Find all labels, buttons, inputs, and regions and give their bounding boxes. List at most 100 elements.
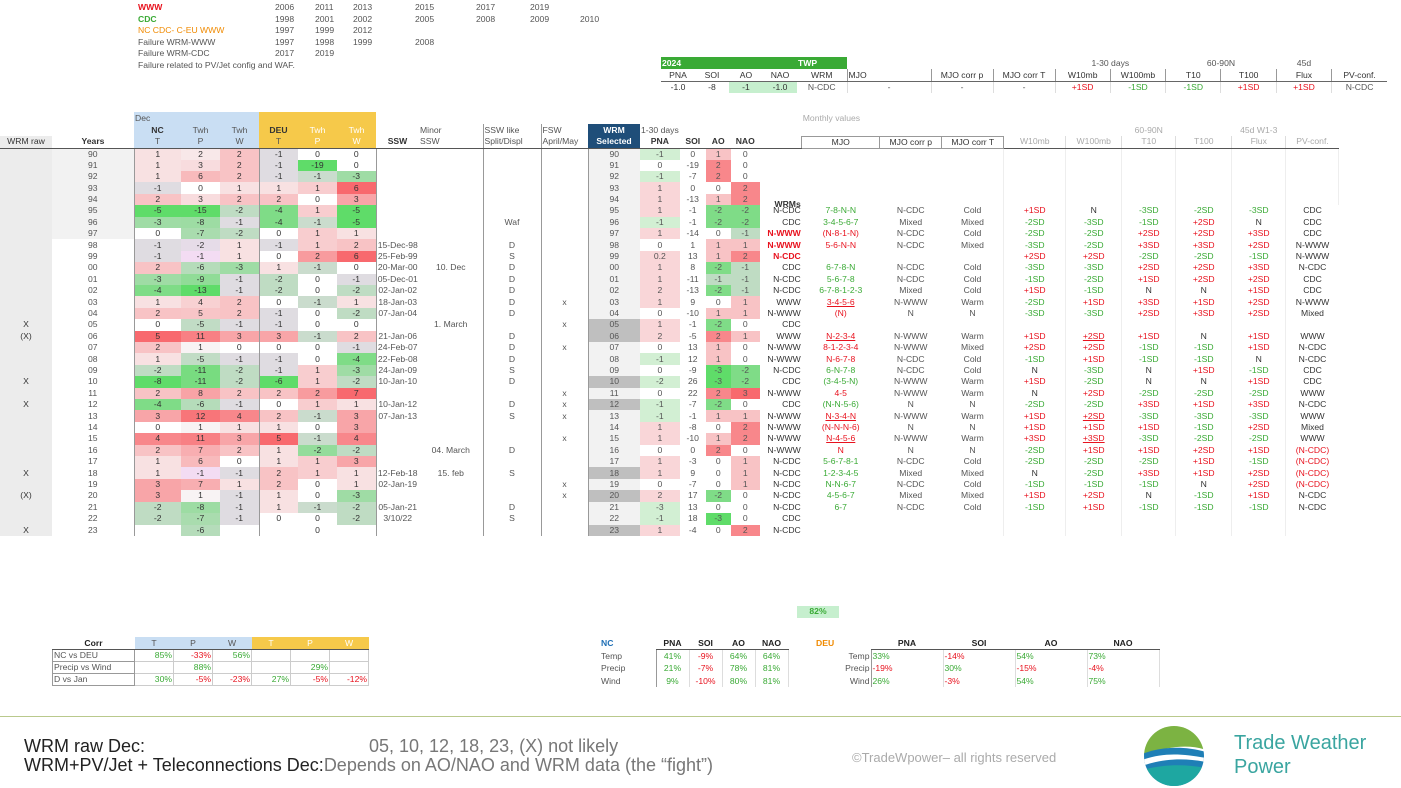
cell-ssw: [376, 422, 419, 433]
cell-deu-t: -4: [258, 216, 298, 228]
cell-deu-p: -1: [298, 433, 337, 445]
header-cell: T100: [1175, 136, 1232, 149]
cell-deu-t: 1: [258, 421, 298, 434]
cell-fsw: [540, 456, 588, 468]
tele-row: Temp 41% -9% 64% 64%: [600, 649, 789, 662]
cell-pv-conf: CDC: [1285, 216, 1339, 228]
cell-ao: 2: [705, 159, 731, 171]
cell-wrm-selected: 93: [587, 182, 640, 194]
cell-soi: 0: [690, 444, 696, 455]
cell-wrm-selected: 03: [587, 296, 640, 308]
corr-header: T: [251, 637, 291, 650]
cell-ao: 0: [705, 478, 731, 491]
cell-soi: -13: [686, 193, 699, 204]
bdeu-value: -15%: [1015, 662, 1088, 675]
cell-wrm: CDC: [782, 399, 801, 410]
tele-row: Precip 21% -7% 78% 81%: [600, 662, 789, 675]
cell-pv-conf: (N-CDC): [1285, 444, 1339, 457]
cell-deu-p: -1: [298, 410, 337, 422]
cell-nc-w: 2: [220, 193, 259, 206]
header-cell: Split/Displ: [482, 136, 541, 149]
cell-deu-t: -1: [258, 307, 298, 320]
cell-year: 09: [52, 364, 134, 377]
cell-soi: -1: [688, 205, 697, 216]
cell-ao: -2: [705, 319, 731, 331]
cell-deu-t: -1: [258, 239, 298, 251]
cell-pna: 2: [640, 330, 680, 342]
cell-mjo: 5-6-7-8: [826, 273, 855, 284]
cell-t10: [1121, 182, 1176, 194]
cell-pv-conf: WWW: [1285, 330, 1339, 342]
cell-ao: 0: [705, 227, 731, 240]
cell-pv-conf: CDC: [1285, 273, 1339, 285]
cell-w100mb: [1065, 148, 1122, 160]
cell-wrm: WWW: [776, 296, 801, 307]
header-cell: T10: [1121, 136, 1176, 149]
cell-t100: -1SD: [1175, 501, 1232, 514]
cell-year: 99: [52, 250, 134, 263]
table-row: 08 1 -5 -1 -1 0 -4 22-Feb-08 D 08 -1 12 1 0 N-WWW N-6-7…: [0, 353, 1341, 365]
cell-ssw-like: [482, 319, 541, 331]
cell-mjo-corr-p: N-CDC: [896, 228, 925, 239]
cell-mjo-corr-p: N-CDC: [896, 456, 925, 467]
cell-deu-p: 1: [298, 456, 337, 468]
cell-t10: +3SD: [1121, 239, 1176, 251]
cell-nao: -2: [730, 376, 760, 388]
cell-pv-conf: [1285, 170, 1339, 183]
cell-w10mb: -2SD: [1003, 444, 1066, 457]
cell-mjo-corr-p: N-CDC: [896, 205, 925, 216]
group-45d: 45d: [1296, 58, 1312, 68]
cell-nc-w: 0: [220, 456, 259, 468]
header-cell: MJO corr p: [879, 135, 943, 149]
cell-w10mb: +1SD: [1003, 330, 1066, 342]
cell-wrm-raw: [0, 513, 52, 525]
cell-deu-w: 0: [337, 319, 377, 331]
table-row: 91 1 3 2 -1 -19 0 91 0 -19 2 0: [0, 159, 1342, 171]
cell-wrm: N-WWW: [767, 239, 801, 250]
cell-wrm: N-CDC: [773, 479, 801, 490]
cell-mjo-corr-p: N: [907, 422, 914, 433]
header-cell: [880, 112, 942, 124]
cell-ssw-like: S: [482, 364, 541, 377]
tele-row: Precip -19% 30% -15% -4%: [815, 662, 1160, 675]
cell-nc-p: 7: [181, 478, 220, 491]
cell-mjo-corr-p: N: [907, 399, 914, 410]
cell-w10mb: +1SD: [1003, 490, 1066, 502]
cell-mjo-corr-t: [942, 525, 1004, 536]
cell-mjo-corr-t: Cold: [963, 456, 982, 467]
cell-w10mb: [1003, 513, 1066, 525]
cell-mjo: [802, 251, 880, 262]
bnc-header: AO: [722, 637, 755, 650]
cell-w100mb: +1SD: [1065, 421, 1122, 434]
cell-deu-w: 3: [337, 410, 377, 422]
cell-wrm-selected: 94: [587, 193, 640, 206]
cell-minor-ssw: [419, 194, 483, 205]
cell-pv-conf: N-WWW: [1285, 239, 1339, 251]
cell-deu-t: 1: [258, 490, 298, 502]
cell-t10: +3SD: [1121, 399, 1176, 411]
cell-undefined: [1338, 170, 1342, 183]
cell-ao: -2: [705, 490, 731, 502]
cell-soi: 17: [687, 490, 698, 501]
cell-flux: -1SD: [1231, 364, 1286, 377]
cell-mjo: (N-8-1-N): [822, 228, 859, 239]
cell-ao: -2: [705, 262, 731, 274]
cell-ao: 0: [705, 456, 731, 468]
cell-year: 93: [52, 182, 134, 194]
cell-w100mb: +1SD: [1065, 501, 1122, 514]
cell-wrm-selected: 06: [587, 330, 640, 342]
cell-wrm-selected: 14: [587, 421, 640, 434]
cell-nc-p: 5: [181, 307, 220, 320]
cell-ssw-like: [482, 170, 541, 183]
cell-flux: [1231, 182, 1286, 194]
cell-nc-t: 0: [133, 227, 181, 240]
cell-nc-w: 3: [220, 330, 259, 342]
cell-w10mb: -3SD: [1003, 262, 1066, 274]
cell-ao: 2: [705, 387, 731, 400]
cell-deu-p: -1: [298, 170, 337, 183]
cell-deu-p: 1: [298, 205, 337, 217]
cell-w10mb: +1SD: [1003, 410, 1066, 422]
tele-row: Wind 9% -10% 80% 81%: [600, 674, 789, 687]
twp-value: -: [992, 81, 1055, 93]
cell-w100mb: -1SD: [1065, 284, 1122, 297]
